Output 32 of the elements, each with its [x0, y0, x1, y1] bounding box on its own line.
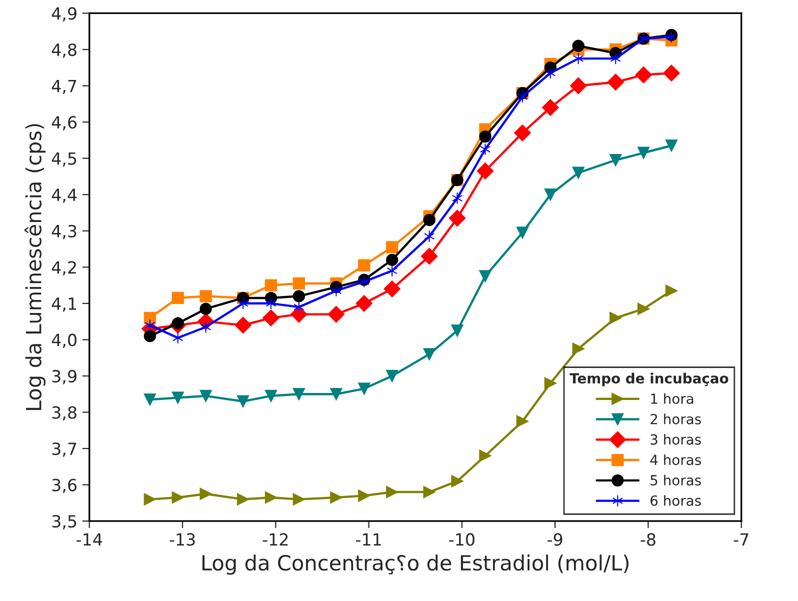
y-tick-label: 3,9	[52, 370, 76, 384]
x-tick-label: -7	[734, 533, 748, 546]
y-tick-label: 4,2	[52, 261, 76, 276]
y-tick-label: 4,0	[52, 334, 76, 348]
legend-label: 2 horas	[650, 414, 701, 424]
legend-label: 3 horas	[650, 434, 701, 445]
x-tick-label: -9	[548, 533, 562, 546]
legend-label: 4 horas	[650, 454, 701, 466]
y-tick-label: 4,6	[52, 116, 77, 130]
legend-label: 1 hora	[651, 393, 694, 404]
x-tick-label: -10	[449, 533, 474, 546]
y-tick-label: 4,5	[52, 152, 76, 167]
y-tick-label: 4,4	[52, 188, 77, 203]
x-tick-label: -11	[356, 533, 381, 546]
legend-title: Tempo de incubaçao	[570, 372, 728, 386]
x-axis-title: Log da Concentraç؟o de Estradiol (mol/L)	[202, 554, 628, 575]
y-tick-label: 3,6	[52, 478, 77, 494]
y-axis-title: Log da Luminescência (cps)	[24, 124, 46, 410]
y-tick-label: 4,1	[52, 298, 76, 312]
x-tick-label: -12	[262, 533, 288, 546]
y-tick-label: 4,7	[52, 80, 76, 94]
x-tick-label: -14	[76, 533, 102, 546]
y-tick-label: 3,8	[52, 406, 76, 421]
y-tick-label: 3,7	[52, 442, 76, 457]
y-tick-label: 4,8	[52, 43, 76, 58]
x-tick-label: -13	[170, 533, 195, 546]
legend-label: 5 horas	[650, 474, 701, 486]
legend-label: 6 horas	[650, 495, 701, 506]
y-tick-label: 3,5	[52, 515, 76, 530]
y-tick-label: 4,9	[52, 7, 76, 22]
x-tick-label: -8	[640, 533, 656, 546]
y-tick-label: 4,3	[52, 224, 76, 240]
